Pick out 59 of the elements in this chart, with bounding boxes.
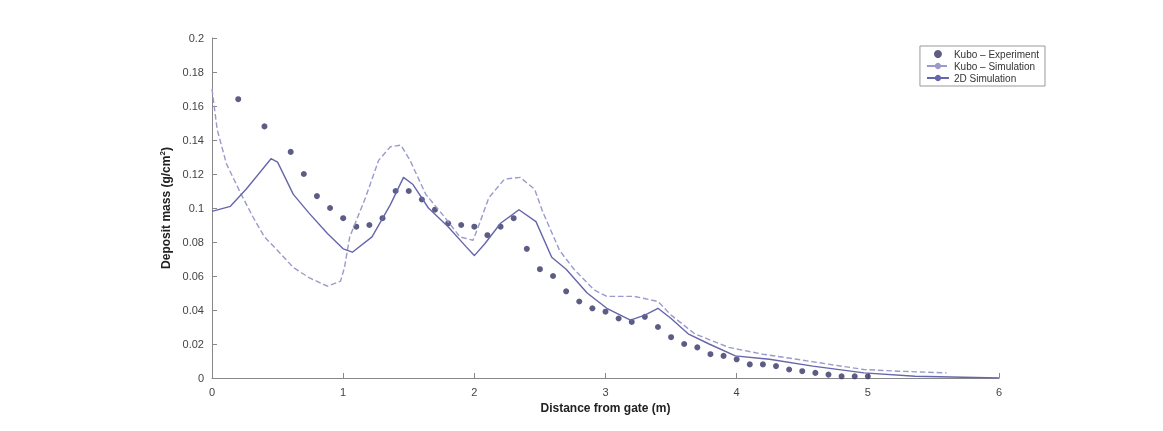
- point: [366, 222, 373, 228]
- legend-label: Kubo – Experiment: [953, 48, 1040, 60]
- y-axis-title: Deposit mass (g/cm2): [158, 147, 173, 269]
- point: [563, 288, 570, 295]
- line-series: [211, 88, 948, 374]
- point: [864, 373, 871, 380]
- legend-label: 2D Simulation: [953, 72, 1017, 84]
- y-tick-label: 0.1: [188, 202, 204, 214]
- point: [720, 352, 727, 359]
- y-tick-label: 0.18: [182, 66, 204, 78]
- point: [550, 273, 557, 279]
- point: [235, 96, 242, 103]
- y-tick-label: 0.02: [182, 338, 204, 350]
- point: [759, 361, 766, 368]
- point: [287, 148, 294, 155]
- point: [536, 266, 543, 273]
- point: [773, 363, 780, 370]
- point: [746, 361, 753, 368]
- x-tick-label: 0: [208, 385, 216, 398]
- point: [707, 351, 714, 358]
- x-tick-label: 1: [340, 385, 347, 398]
- point: [615, 315, 622, 322]
- y-tick-label: 0.2: [188, 32, 204, 44]
- point: [313, 193, 320, 200]
- point: [694, 344, 701, 351]
- point: [327, 205, 334, 211]
- point: [510, 215, 517, 222]
- point: [458, 222, 465, 228]
- x-tick-label: 6: [995, 385, 1003, 398]
- x-tick-label: 5: [864, 385, 871, 398]
- x-axis-title: Distance from gate (m): [540, 400, 671, 415]
- point: [851, 373, 858, 380]
- point: [681, 341, 688, 347]
- point: [261, 123, 268, 130]
- point: [786, 366, 793, 373]
- point: [589, 305, 596, 312]
- point: [799, 368, 806, 375]
- point: [353, 223, 360, 230]
- point: [838, 373, 845, 380]
- point: [668, 334, 675, 341]
- y-tick-label: 0.14: [182, 134, 204, 146]
- y-tick-label: 0: [197, 372, 204, 384]
- point: [523, 245, 530, 252]
- x-tick-label: 2: [471, 385, 478, 398]
- y-tick-label: 0.06: [182, 270, 204, 282]
- y-tick-label: 0.04: [182, 304, 204, 316]
- point: [471, 223, 478, 230]
- y-tick-label: 0.12: [182, 168, 204, 180]
- x-tick-label: 3: [602, 385, 609, 398]
- point: [340, 215, 347, 222]
- x-tick-label: 4: [733, 385, 740, 398]
- point: [300, 171, 307, 177]
- legend-label: Kubo – Simulation: [953, 60, 1036, 72]
- point: [654, 324, 661, 330]
- point: [405, 188, 412, 194]
- point: [812, 369, 819, 376]
- point: [825, 371, 832, 378]
- y-tick-label: 0.08: [182, 236, 204, 248]
- y-tick-label: 0.16: [182, 100, 204, 112]
